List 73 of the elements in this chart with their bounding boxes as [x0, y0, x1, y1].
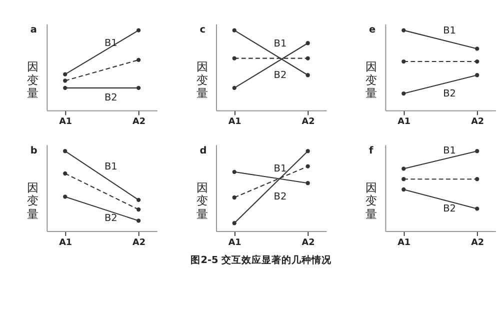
- x-tick-label: A2: [302, 116, 315, 127]
- point: [306, 181, 310, 186]
- x-tick-label: A2: [132, 238, 146, 248]
- point: [306, 164, 310, 168]
- y-axis-title: 因变量: [27, 180, 38, 221]
- x-tick-label: A1: [228, 238, 242, 248]
- point: [136, 198, 141, 202]
- point: [136, 86, 141, 90]
- point: [232, 28, 236, 32]
- y-axis-title: 因变量: [27, 60, 38, 100]
- y-axis-title: 因变量: [366, 180, 377, 221]
- y-axis-title: 因变量: [366, 60, 377, 100]
- chart-title: a: [30, 24, 37, 36]
- series-label: B1: [443, 146, 456, 157]
- point: [63, 86, 68, 90]
- series-label: B1: [274, 38, 287, 50]
- point: [232, 56, 236, 60]
- point: [63, 194, 68, 199]
- chart-title: f: [368, 146, 374, 157]
- x-tick-label: A1: [398, 238, 411, 248]
- point: [306, 73, 310, 78]
- point: [63, 72, 68, 76]
- point: [402, 177, 406, 182]
- chart-title: e: [368, 24, 376, 36]
- point: [475, 206, 480, 211]
- point: [402, 187, 406, 192]
- point: [475, 59, 480, 64]
- caption: 图2-5 交互效应显著的几种情况: [190, 254, 333, 266]
- x-tick-label: A2: [302, 238, 315, 248]
- point: [306, 41, 310, 46]
- series-label: B1: [104, 38, 118, 50]
- point: [402, 166, 406, 171]
- chart-title: d: [200, 146, 207, 157]
- series-label: B1: [104, 161, 118, 172]
- point: [136, 207, 141, 212]
- point: [475, 177, 480, 182]
- point: [306, 56, 310, 60]
- x-tick-label: A2: [471, 238, 484, 248]
- x-tick-label: A1: [59, 238, 72, 248]
- x-tick-label: A1: [228, 116, 242, 127]
- point: [402, 59, 406, 64]
- series-label: B2: [443, 88, 456, 100]
- point: [232, 170, 236, 174]
- chart-title: c: [200, 24, 206, 36]
- point: [402, 28, 406, 32]
- x-tick-label: A1: [59, 116, 72, 127]
- point: [306, 149, 310, 154]
- point: [475, 46, 480, 51]
- point: [232, 195, 236, 200]
- point: [136, 28, 141, 32]
- series-label: B2: [104, 213, 118, 224]
- y-axis-title: 因变量: [196, 180, 208, 221]
- point: [136, 218, 141, 223]
- series-label: B2: [104, 92, 118, 104]
- point: [63, 149, 68, 154]
- point: [232, 86, 236, 90]
- x-tick-label: A1: [398, 116, 411, 127]
- point: [475, 73, 480, 78]
- y-axis-title: 因变量: [196, 60, 208, 100]
- point: [475, 149, 480, 154]
- chart-title: b: [30, 146, 38, 157]
- x-tick-label: A2: [132, 116, 146, 127]
- series-label: B1: [443, 25, 456, 36]
- series-label: B2: [443, 203, 456, 214]
- point: [63, 171, 68, 176]
- point: [232, 221, 236, 226]
- point: [63, 78, 68, 83]
- x-tick-label: A2: [471, 116, 484, 127]
- point: [136, 58, 141, 62]
- series-label: B2: [274, 191, 287, 202]
- series-label: B2: [274, 70, 287, 81]
- point: [402, 91, 406, 96]
- series-label: B1: [274, 163, 287, 174]
